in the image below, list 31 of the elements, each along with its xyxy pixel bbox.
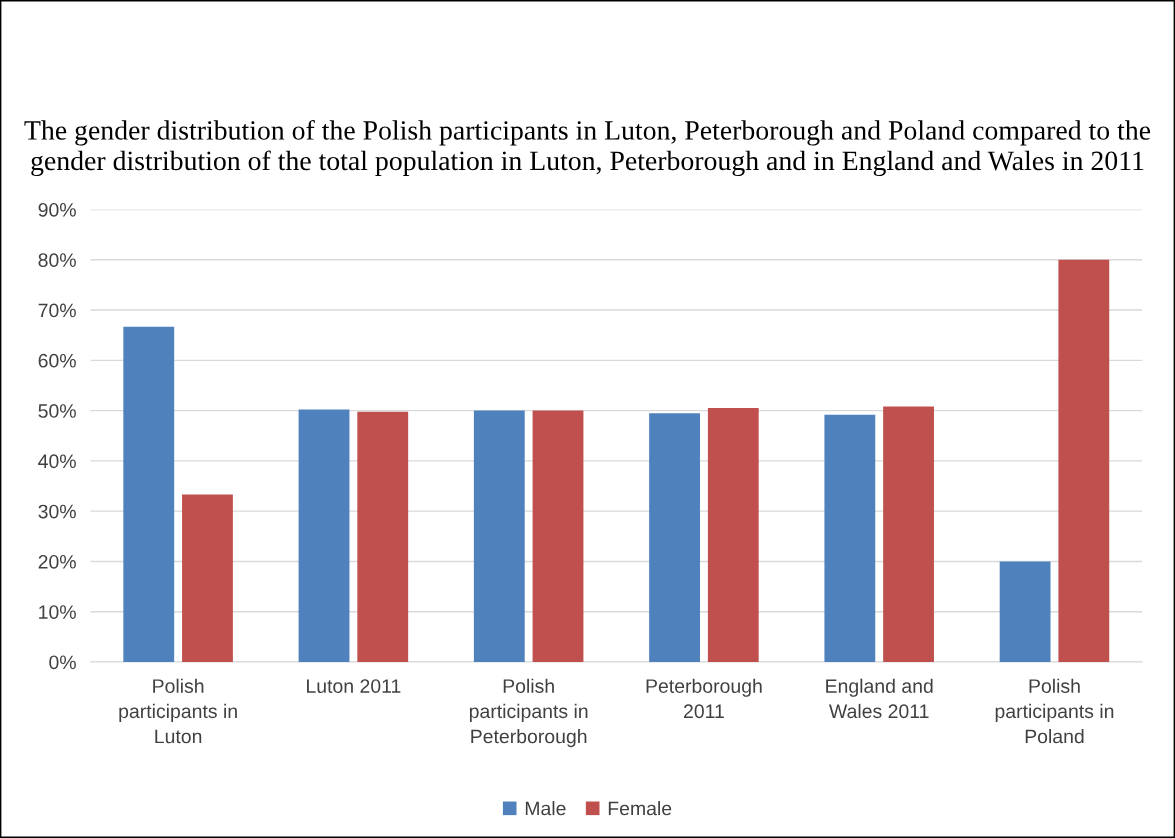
- bar: [883, 406, 934, 663]
- x-tick-label: Polish participants in Luton: [119, 678, 237, 744]
- x-tick-label: Luton 2011: [307, 679, 401, 693]
- y-tick-label: 90%: [38, 202, 76, 217]
- bar: [824, 414, 876, 663]
- y-tick-label: 80%: [38, 253, 76, 268]
- x-tick-label: Polish participants in Peterborough: [469, 678, 588, 748]
- chart-title: The gender distribution of the Polish participants in Luton, Peterborough and Poland compared to the gender distribution of the total population in Luton, Peterborough and in England and Wales in 2011: [24, 119, 1151, 176]
- x-tick-label: England and Wales 2011: [826, 678, 933, 719]
- bar: [182, 494, 233, 663]
- x-tick-label: Peterborough 2011: [646, 678, 762, 719]
- y-tick-label: 30%: [38, 504, 76, 519]
- y-tick-label: 70%: [38, 303, 76, 318]
- bar: [473, 410, 525, 663]
- y-tick-label: 40%: [38, 454, 76, 469]
- legend-label: Female: [608, 801, 672, 816]
- y-tick-label: 0%: [49, 655, 76, 670]
- bar: [649, 413, 700, 663]
- y-tick-label: 50%: [38, 404, 76, 418]
- y-tick-label: 20%: [38, 554, 76, 569]
- bar: [999, 561, 1051, 663]
- bar: [298, 409, 350, 663]
- bar: [532, 410, 584, 663]
- bar: [707, 408, 759, 663]
- y-tick-label: 60%: [38, 353, 76, 368]
- bar: [1058, 259, 1110, 663]
- bar: [123, 326, 175, 663]
- x-tick-label: Polish participants in Poland: [995, 678, 1114, 744]
- y-tick-label: 10%: [39, 605, 76, 619]
- legend-label: Male: [525, 801, 566, 816]
- bar: [357, 411, 409, 663]
